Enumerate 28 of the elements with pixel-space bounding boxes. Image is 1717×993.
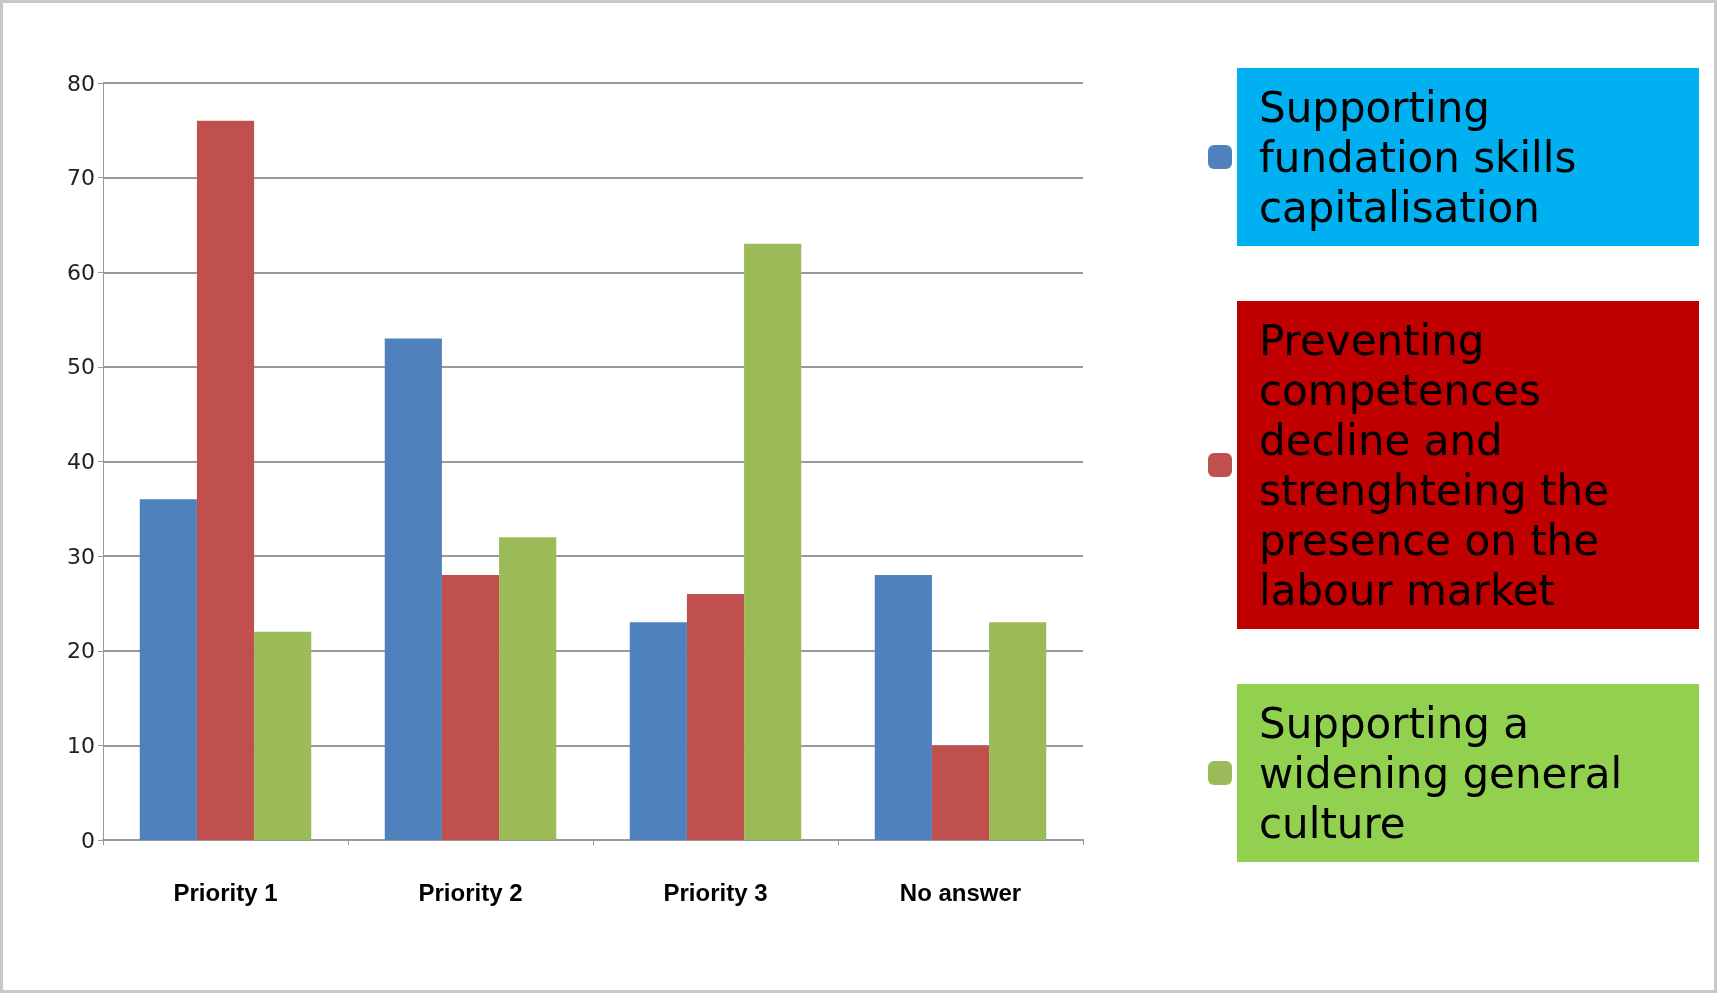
y-tick-label: 20	[67, 638, 95, 664]
bar	[931, 745, 990, 840]
bar	[686, 593, 745, 840]
bar	[989, 622, 1047, 840]
y-tick-label: 60	[67, 259, 95, 285]
bar	[874, 575, 932, 840]
bar	[384, 338, 442, 840]
bar	[254, 631, 312, 840]
x-tick-label: Priority 3	[663, 878, 768, 906]
legend-label: Preventing competences decline and strenghteing the presence on the labour market	[1259, 315, 1623, 615]
bar	[441, 575, 500, 840]
y-tick-label: 40	[67, 449, 95, 474]
y-tick-label: 80	[67, 70, 95, 96]
bar	[139, 499, 197, 840]
bar	[499, 537, 557, 840]
x-tick-label: Priority 2	[418, 878, 523, 906]
bar	[629, 622, 687, 840]
y-tick-label: 50	[67, 354, 95, 380]
legend-label: Supporting fundation skills capitalisation	[1259, 82, 1590, 232]
y-tick-label: 30	[67, 543, 95, 569]
y-tick-label: 0	[81, 827, 95, 853]
y-tick-label: 10	[67, 732, 95, 758]
y-tick-label: 70	[67, 165, 95, 191]
x-tick-label: Priority 1	[173, 878, 278, 906]
bar	[744, 243, 802, 840]
x-tick-label: No answer	[899, 878, 1022, 906]
bar	[196, 120, 255, 840]
legend-label: Supporting a widening general culture	[1259, 698, 1636, 848]
